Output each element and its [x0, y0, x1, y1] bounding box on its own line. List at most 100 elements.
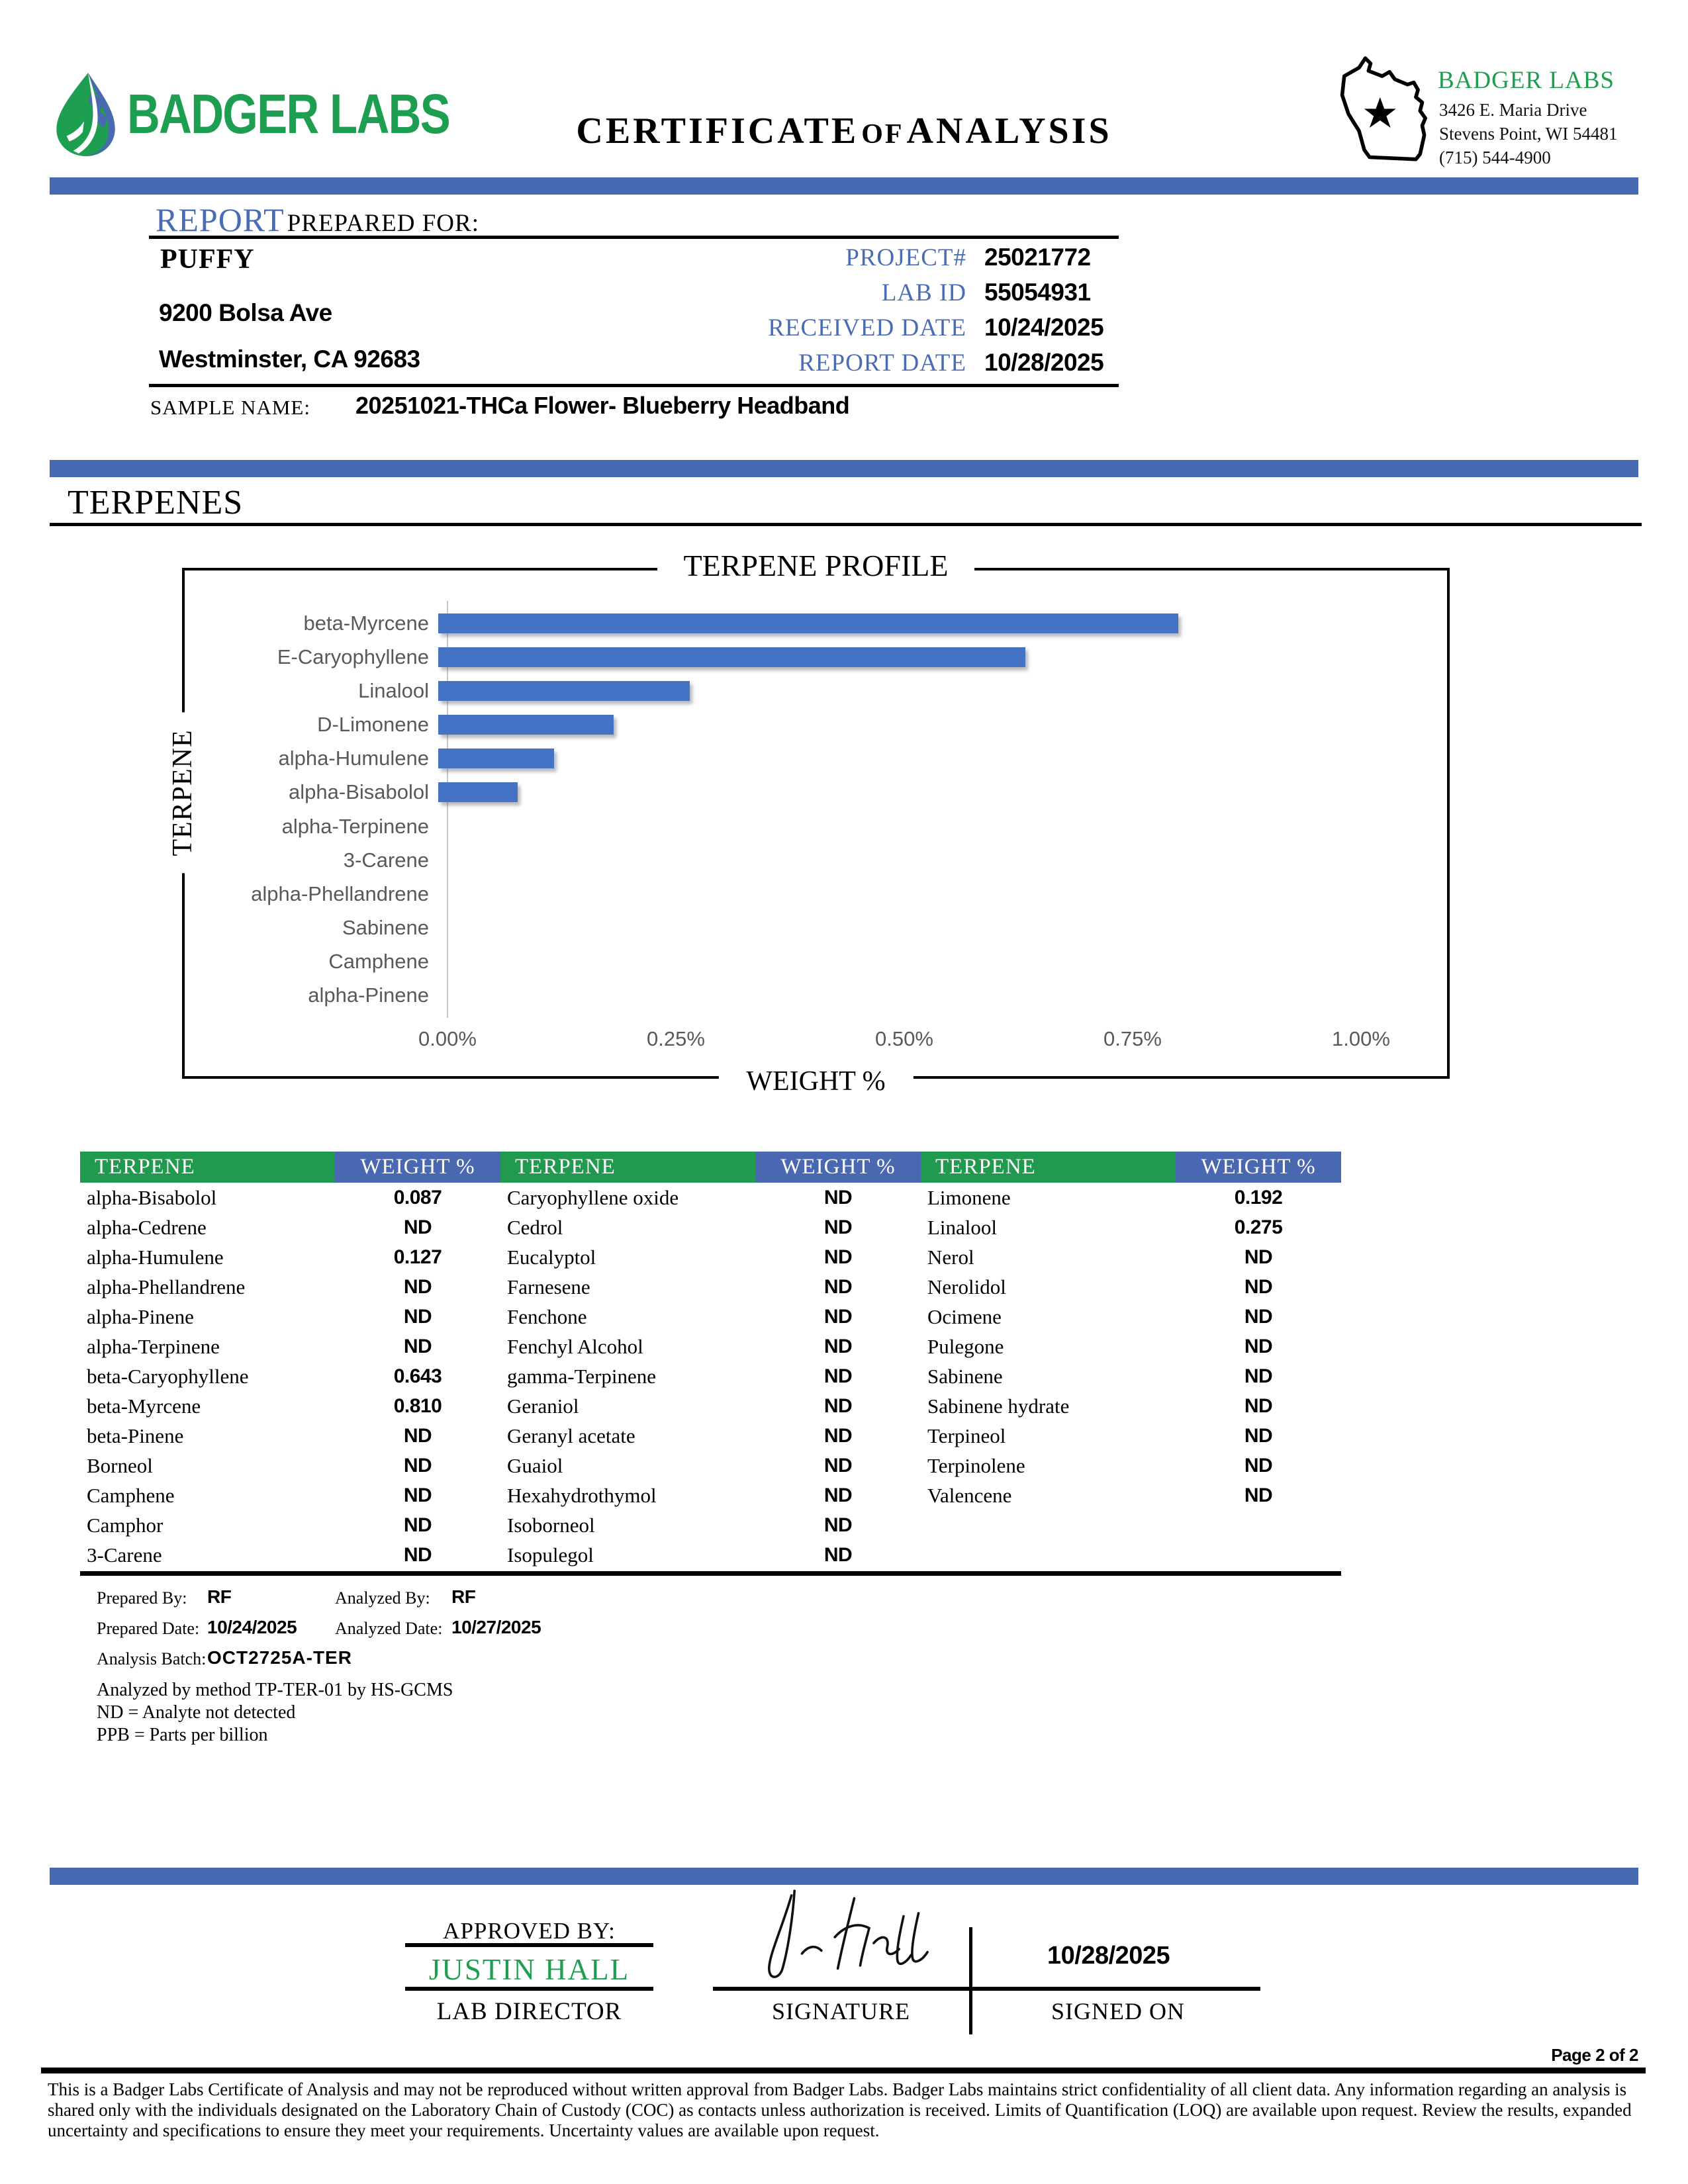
table-cell-terpene-name: Pulegone [927, 1334, 1004, 1358]
report-prepared-for-heading: REPORT PREPARED FOR: [156, 201, 479, 239]
table-cell-weight-value: ND [403, 1454, 432, 1477]
analyzed-date-value: 10/27/2025 [451, 1617, 541, 1637]
divider-banner-approval [50, 1868, 1638, 1885]
chart-x-ticks: 0.00% 0.25% 0.50% 0.75% 1.00% [418, 1027, 1390, 1054]
table-header-weight-2: WEIGHT % [755, 1152, 921, 1183]
table-cell-weight-value: ND [403, 1543, 432, 1566]
chart-category-label: D-Limonene [317, 713, 429, 737]
chart-title: TERPENE PROFILE [657, 548, 975, 583]
signed-on-date: 10/28/2025 [1047, 1942, 1170, 1970]
chart-x-tick-label: 0.00% [418, 1027, 477, 1050]
chart-x-tick-label: 1.00% [1332, 1027, 1390, 1050]
table-cell-weight-value: 0.127 [393, 1246, 442, 1268]
table-cell-terpene-name: Geraniol [507, 1394, 579, 1418]
chart-x-tick-label: 0.75% [1103, 1027, 1162, 1050]
received-date-label: RECEIVED DATE [768, 314, 966, 341]
chart-row: beta-Myrcene [185, 612, 1447, 635]
chart-row: alpha-Humulene [185, 747, 1447, 770]
table-cell-weight-value: 0.810 [393, 1394, 442, 1417]
table-cell-terpene-name: Hexahydrothymol [507, 1483, 657, 1507]
table-cell-terpene-name: Valencene [927, 1483, 1012, 1507]
table-cell-terpene-name: Guaiol [507, 1453, 563, 1477]
table-cell-terpene-name: beta-Pinene [87, 1424, 184, 1447]
chart-row: alpha-Pinene [185, 983, 1447, 1007]
table-cell-terpene-name: Eucalyptol [507, 1245, 596, 1269]
chart-row: alpha-Terpinene [185, 815, 1447, 838]
chart-category-label: beta-Myrcene [303, 611, 429, 635]
chart-row: D-Limonene [185, 713, 1447, 736]
chart-bar-track [438, 952, 1352, 972]
chart-bar [438, 749, 555, 769]
table-cell-weight-value: ND [823, 1246, 853, 1268]
table-cell-terpene-name: Isoborneol [507, 1513, 595, 1537]
chart-bar [438, 613, 1178, 633]
chart-row: alpha-Bisabolol [185, 780, 1447, 804]
chart-bar-track [438, 817, 1352, 837]
report-date-value: 10/28/2025 [984, 349, 1104, 376]
report-divider-line-bottom [149, 384, 1119, 387]
badger-labs-logo-text: BADGER LABS [127, 83, 451, 145]
table-cell-terpene-name: Nerol [927, 1245, 974, 1269]
table-cell-weight-value: ND [823, 1216, 853, 1238]
document-title-part2: OF [861, 119, 904, 150]
table-cell-weight-value: ND [403, 1424, 432, 1447]
footer-rule [41, 2068, 1646, 2073]
chart-category-label: alpha-Pinene [308, 983, 429, 1007]
table-cell-terpene-name: Linalool [927, 1215, 998, 1239]
table-cell-weight-value: ND [823, 1454, 853, 1477]
table-header-terpene-2: TERPENE [500, 1152, 755, 1183]
chart-bar-track [438, 918, 1352, 938]
table-cell-weight-value: ND [1244, 1305, 1273, 1328]
table-cell-weight-value: ND [1244, 1246, 1273, 1268]
divider-banner-terpenes [50, 460, 1638, 477]
table-cell-terpene-name: beta-Caryophyllene [87, 1364, 249, 1388]
chart-row: E-Caryophyllene [185, 645, 1447, 668]
chart-rows: beta-Myrcene E-Caryophyllene Linalool D-Lim… [185, 606, 1447, 1013]
approver-underline [405, 1987, 653, 1991]
lab-address: 3426 E. Maria Drive Stevens Point, WI 54… [1439, 98, 1618, 169]
report-date-label: REPORT DATE [798, 349, 966, 377]
analyzed-by-value: RF [451, 1586, 476, 1607]
chart-category-label: E-Caryophyllene [277, 645, 429, 668]
table-cell-weight-value: ND [823, 1424, 853, 1447]
table-cell-terpene-name: alpha-Humulene [87, 1245, 224, 1269]
lab-address-line1: 3426 E. Maria Drive [1439, 100, 1587, 120]
chart-axis-line [447, 601, 448, 1018]
table-cell-terpene-name: alpha-Phellandrene [87, 1275, 246, 1298]
document-title: CERTIFICATE OF ANALYSIS [0, 110, 1688, 152]
chart-category-label: Sabinene [342, 915, 429, 939]
chart-bar [438, 647, 1026, 667]
approved-by-label: APPROVED BY: [443, 1918, 616, 1944]
nd-note: ND = Analyte not detected [97, 1702, 296, 1723]
client-address-line2: Westminster, CA 92683 [159, 345, 420, 373]
table-cell-weight-value [1176, 1540, 1341, 1570]
table-cell-weight-value: ND [823, 1394, 853, 1417]
lab-name: BADGER LABS [1438, 67, 1615, 94]
table-cell-terpene-name: Limonene [927, 1185, 1011, 1209]
report-heading-word: REPORT [156, 201, 285, 238]
signature-image [768, 1889, 929, 1978]
lab-phone: (715) 544-4900 [1439, 148, 1551, 167]
signed-on-label: SIGNED ON [1051, 1998, 1185, 2025]
table-cell-terpene-name: Farnesene [507, 1275, 590, 1298]
table-cell-weight-value: ND [823, 1275, 853, 1298]
table-cell-weight-value: ND [1244, 1335, 1273, 1357]
divider-banner-top [50, 177, 1638, 195]
table-cell-terpene-name: Sabinene [927, 1364, 1003, 1388]
footer-disclaimer: This is a Badger Labs Certificate of Ana… [48, 2079, 1632, 2140]
chart-category-label: alpha-Bisabolol [289, 780, 429, 804]
document-title-part3: ANALYSIS [906, 111, 1112, 152]
client-address-line1: 9200 Bolsa Ave [159, 299, 332, 326]
lab-id-label: LAB ID [881, 279, 966, 306]
table-cell-terpene-name: Geranyl acetate [507, 1424, 635, 1447]
table-cell-weight-value: ND [823, 1484, 853, 1506]
chart-bar-track [438, 782, 1352, 803]
table-cell-weight-value: ND [823, 1543, 853, 1566]
table-cell-weight-value: 0.643 [393, 1365, 442, 1387]
table-cell-terpene-name [921, 1540, 1176, 1570]
prepared-by-label: Prepared By: [97, 1588, 187, 1608]
chart-bar-track [438, 985, 1352, 1005]
chart-bar [438, 680, 690, 701]
chart-category-label: alpha-Terpinene [281, 814, 429, 838]
document-title-part1: CERTIFICATE [576, 111, 859, 152]
